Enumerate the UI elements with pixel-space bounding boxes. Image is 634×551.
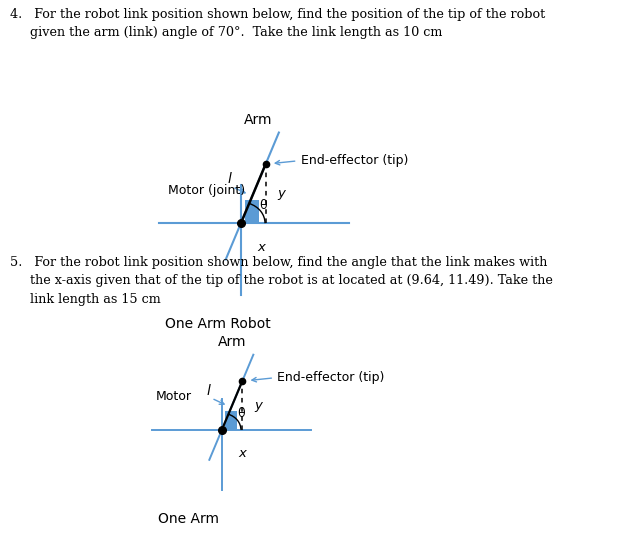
Text: One Arm Robot: One Arm Robot xyxy=(165,317,271,331)
Bar xyxy=(245,200,259,223)
Text: 5.   For the robot link position shown below, find the angle that the link makes: 5. For the robot link position shown bel… xyxy=(10,256,547,269)
Text: Arm: Arm xyxy=(218,335,247,349)
Text: y: y xyxy=(254,399,262,412)
Text: θ: θ xyxy=(236,408,244,420)
Text: l: l xyxy=(206,383,210,398)
Text: x: x xyxy=(257,241,265,254)
Text: Motor: Motor xyxy=(155,390,191,403)
Text: One Arm: One Arm xyxy=(158,512,219,526)
Text: the x-axis given that of the tip of the robot is at located at (9.64, 11.49). Ta: the x-axis given that of the tip of the … xyxy=(10,274,552,288)
Text: Arm: Arm xyxy=(243,113,272,127)
Text: End-effector (tip): End-effector (tip) xyxy=(301,154,408,168)
Text: θ: θ xyxy=(259,199,266,212)
Text: x: x xyxy=(238,447,246,461)
Text: y: y xyxy=(277,187,285,200)
Text: l: l xyxy=(227,172,231,186)
Text: 4.   For the robot link position shown below, find the position of the tip of th: 4. For the robot link position shown bel… xyxy=(10,8,545,21)
Text: given the arm (link) angle of 70°.  Take the link length as 10 cm: given the arm (link) angle of 70°. Take … xyxy=(10,26,442,40)
Text: link length as 15 cm: link length as 15 cm xyxy=(10,293,160,306)
Text: Motor (joint): Motor (joint) xyxy=(168,183,245,197)
Text: End-effector (tip): End-effector (tip) xyxy=(277,371,385,385)
Bar xyxy=(225,411,236,430)
